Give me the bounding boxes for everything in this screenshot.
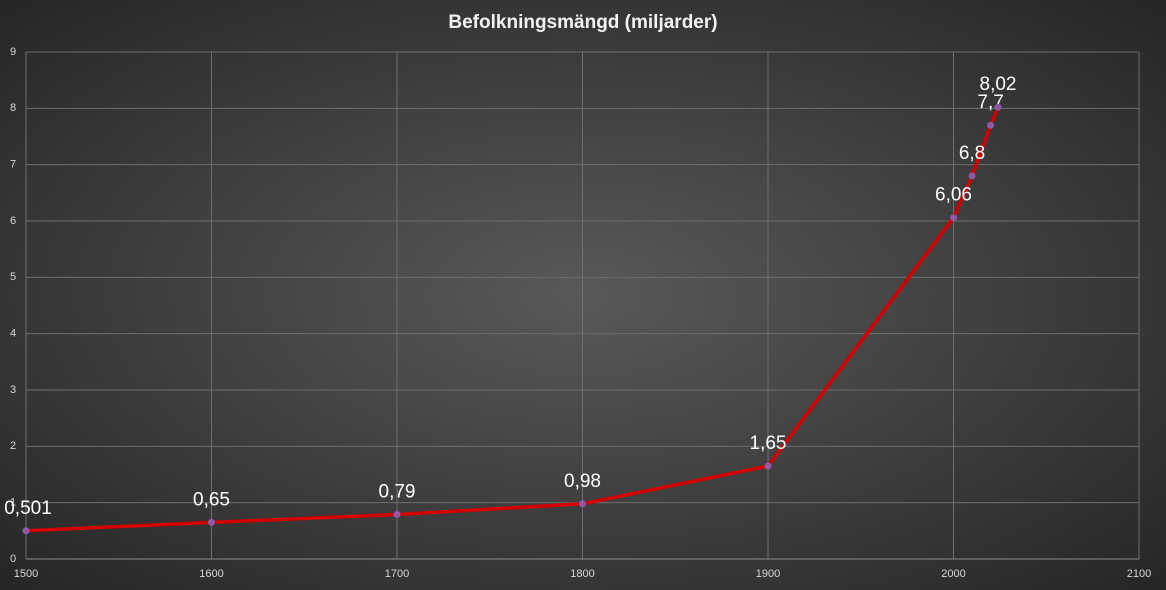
y-tick-label: 2 [10, 440, 16, 452]
y-tick-label: 1 [10, 497, 16, 509]
data-point [393, 510, 401, 518]
data-point [994, 103, 1002, 111]
data-label: 0,79 [379, 482, 416, 503]
x-tick-label: 1900 [756, 568, 780, 580]
x-tick-label: 1700 [385, 568, 409, 580]
x-tick-label: 1800 [570, 568, 594, 580]
data-label: 6,8 [959, 143, 985, 164]
data-point [764, 462, 772, 470]
y-tick-label: 4 [10, 328, 16, 340]
data-label: 0,65 [193, 489, 230, 510]
data-point [968, 172, 976, 180]
data-point [950, 214, 957, 222]
x-tick-label: 2000 [941, 568, 965, 580]
data-point [987, 121, 995, 129]
x-tick-label: 1500 [14, 568, 38, 580]
data-point [579, 500, 586, 508]
y-tick-label: 0 [10, 553, 16, 565]
x-tick-label: 2100 [1127, 568, 1151, 580]
y-tick-label: 9 [10, 46, 16, 58]
chart-title: Befolkningsmängd (miljarder) [448, 12, 717, 33]
data-label: 0,98 [564, 471, 601, 492]
data-label: 6,06 [935, 185, 972, 206]
y-tick-label: 3 [10, 384, 16, 396]
data-label: 8,02 [980, 74, 1017, 95]
data-label: 1,65 [750, 433, 787, 454]
data-point [22, 527, 30, 535]
data-label: 0,501 [4, 498, 52, 519]
data-point [208, 518, 215, 526]
y-tick-label: 8 [10, 102, 16, 114]
y-tick-label: 6 [10, 215, 16, 227]
y-tick-label: 5 [10, 271, 16, 283]
y-tick-label: 7 [10, 159, 16, 171]
x-tick-label: 1600 [199, 568, 223, 580]
